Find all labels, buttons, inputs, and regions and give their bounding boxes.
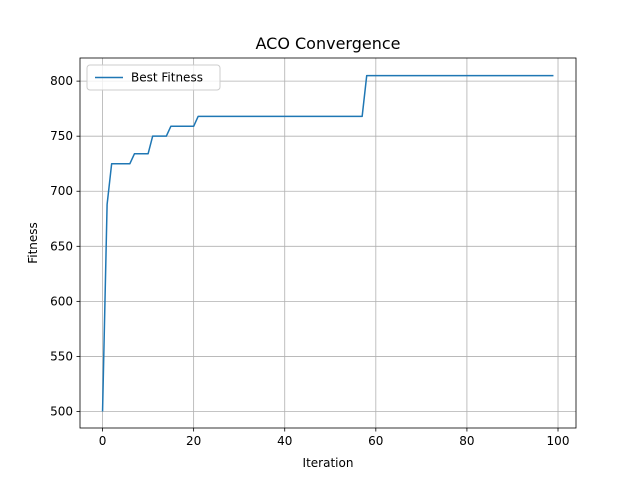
- x-tick-label: 100: [547, 434, 570, 448]
- plot-frame: [79, 57, 577, 429]
- ticks: 0 20 40 60 80 100 500 550 600 650 700 750 800: [50, 74, 569, 448]
- grid: [80, 58, 576, 428]
- y-tick-label: 750: [50, 129, 73, 143]
- y-tick-label: 550: [50, 349, 73, 363]
- y-tick-label: 600: [50, 294, 73, 308]
- y-tick-label: 700: [50, 184, 73, 198]
- y-axis-label: Fitness: [26, 222, 40, 264]
- x-tick-label: 20: [186, 434, 201, 448]
- x-tick-label: 60: [368, 434, 383, 448]
- plot-area: [80, 58, 576, 428]
- legend-label: Best Fitness: [131, 71, 203, 85]
- y-tick-label: 500: [50, 404, 73, 418]
- x-tick-label: 0: [99, 434, 107, 448]
- y-tick-label: 650: [50, 239, 73, 253]
- legend-box: [86, 64, 221, 91]
- chart-title: ACO Convergence: [255, 34, 400, 53]
- series-line-best-fitness: [101, 74, 554, 412]
- x-tick-label: 80: [459, 434, 474, 448]
- x-axis-label: Iteration: [303, 456, 354, 470]
- series-layer: [101, 74, 554, 412]
- x-tick-label: 40: [277, 434, 292, 448]
- y-tick-label: 800: [50, 74, 73, 88]
- legend: Best Fitness: [86, 64, 221, 91]
